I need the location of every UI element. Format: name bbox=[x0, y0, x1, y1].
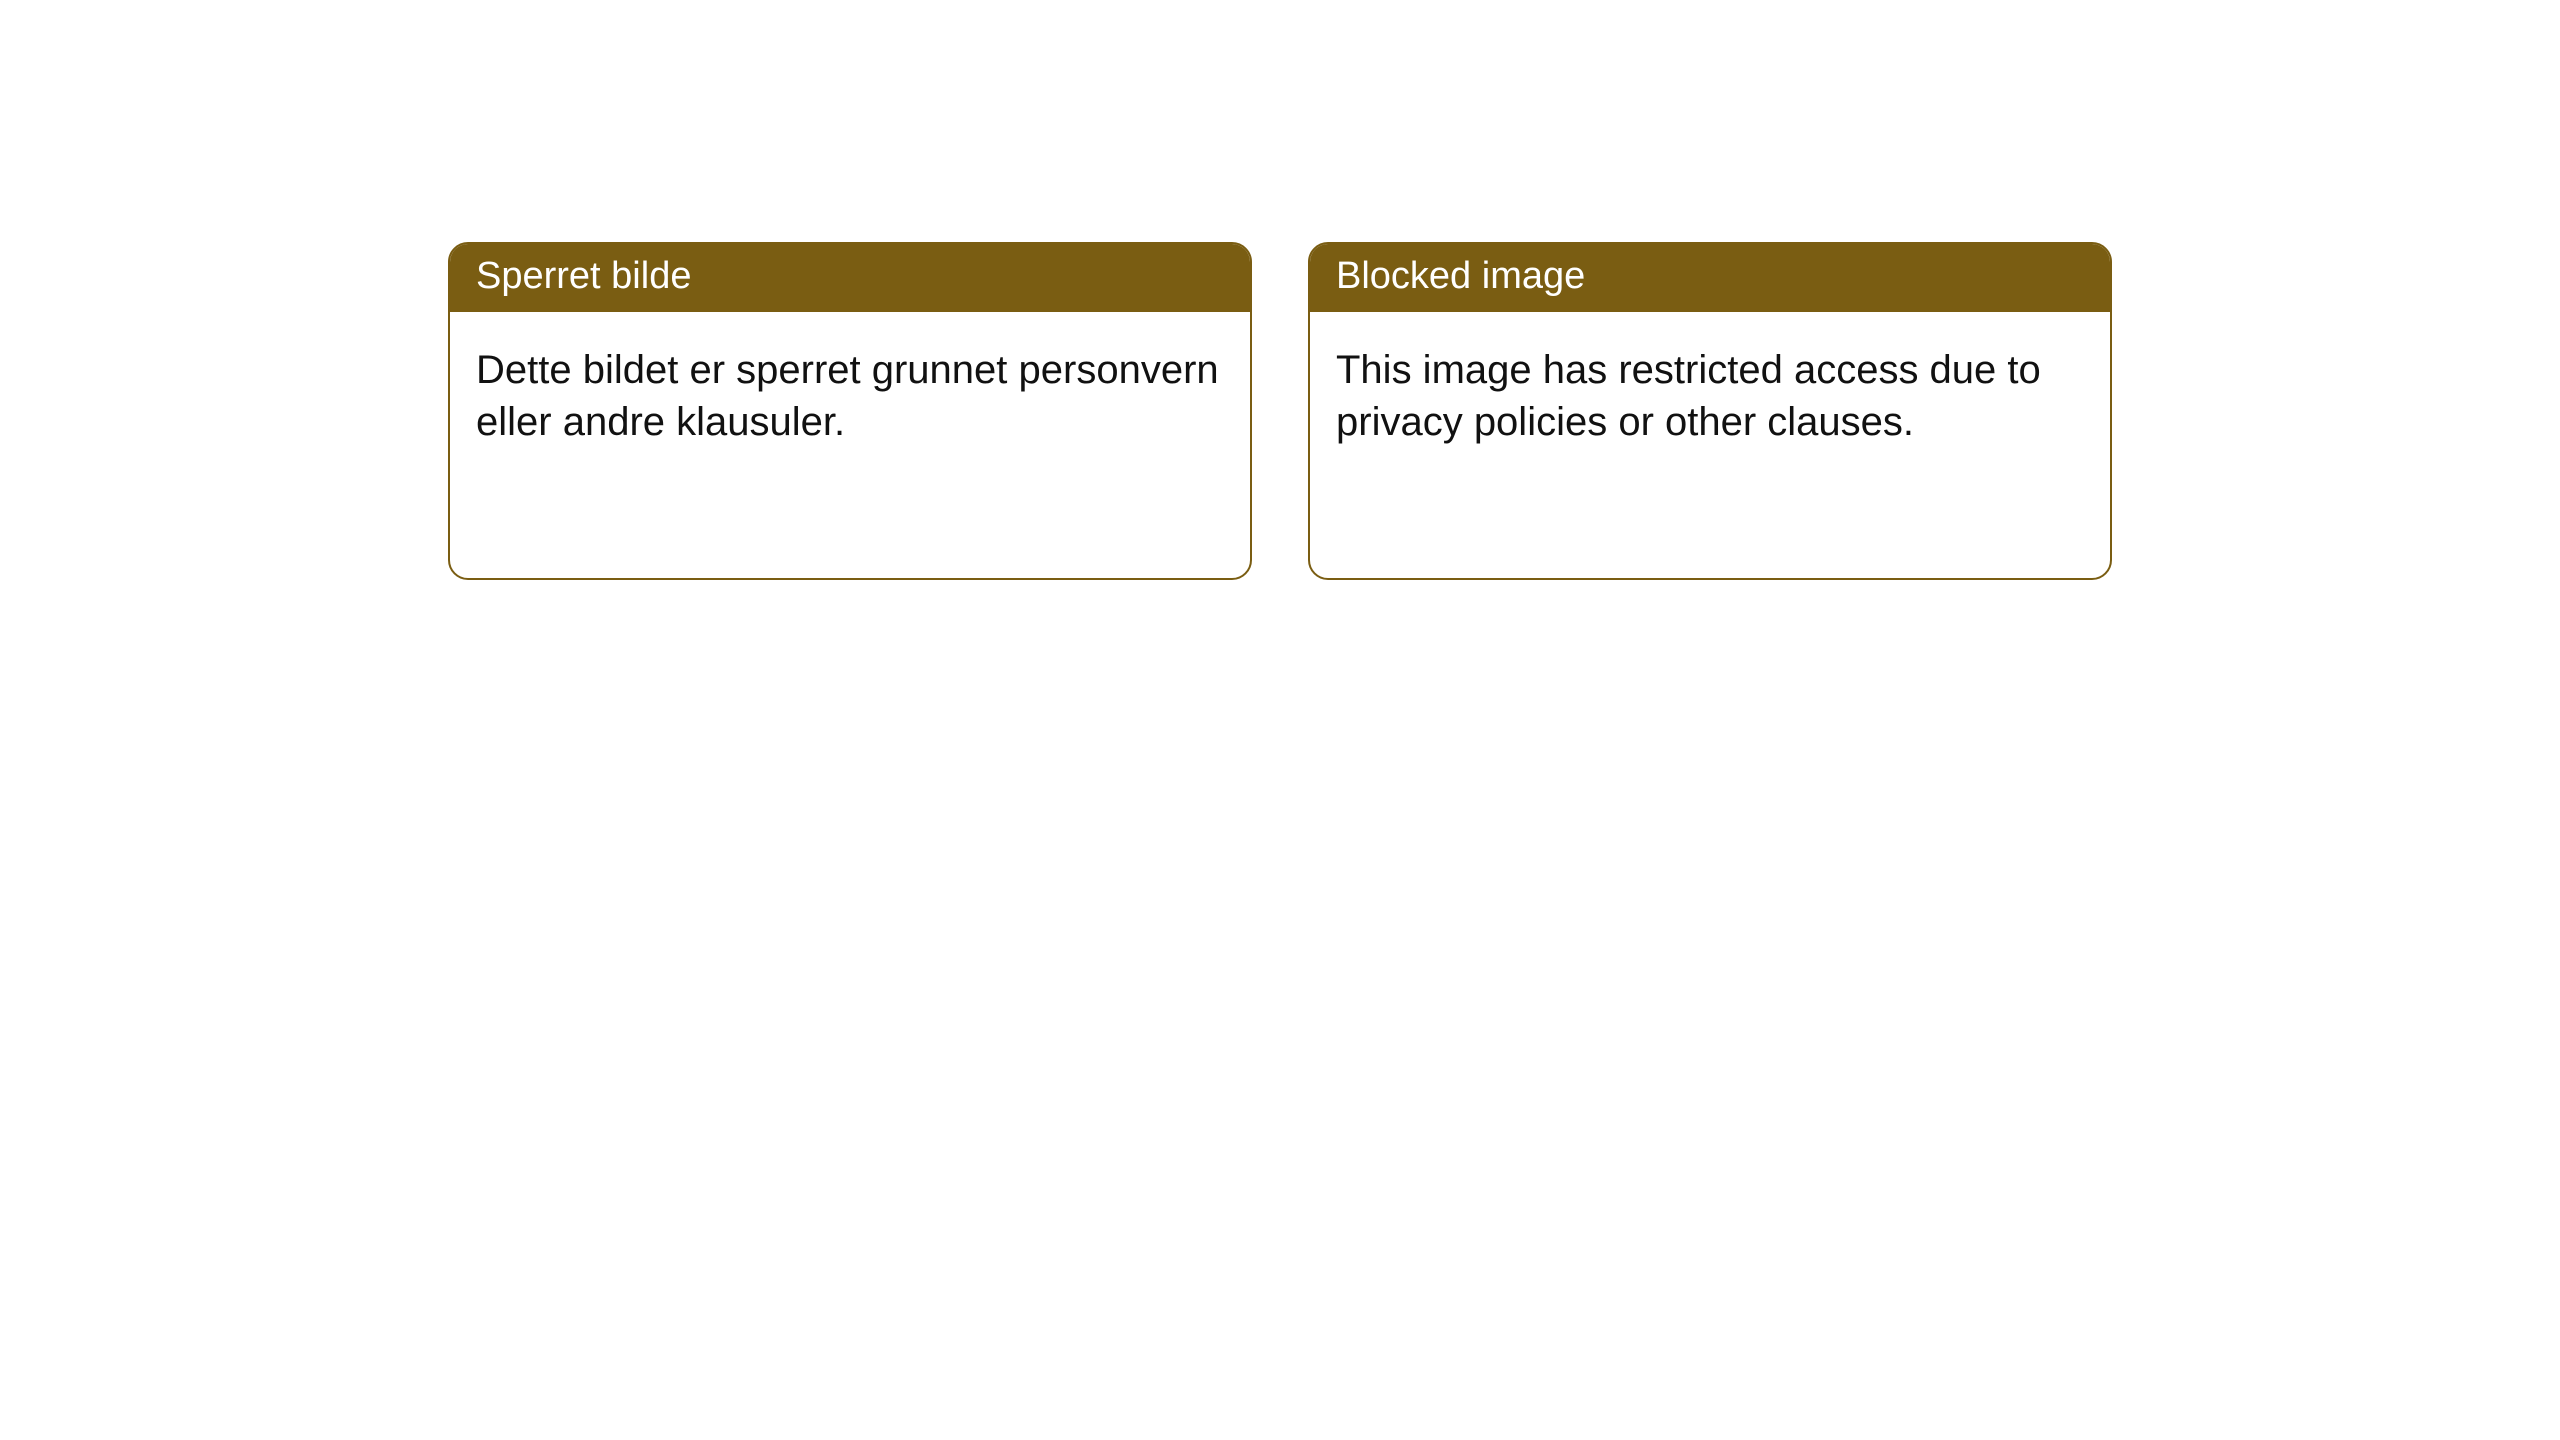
notice-card-english: Blocked image This image has restricted … bbox=[1308, 242, 2112, 580]
notice-card-norwegian: Sperret bilde Dette bildet er sperret gr… bbox=[448, 242, 1252, 580]
notice-card-body: Dette bildet er sperret grunnet personve… bbox=[450, 312, 1250, 480]
notice-card-body: This image has restricted access due to … bbox=[1310, 312, 2110, 480]
notice-card-row: Sperret bilde Dette bildet er sperret gr… bbox=[0, 0, 2560, 580]
notice-card-title: Sperret bilde bbox=[450, 244, 1250, 312]
notice-card-title: Blocked image bbox=[1310, 244, 2110, 312]
